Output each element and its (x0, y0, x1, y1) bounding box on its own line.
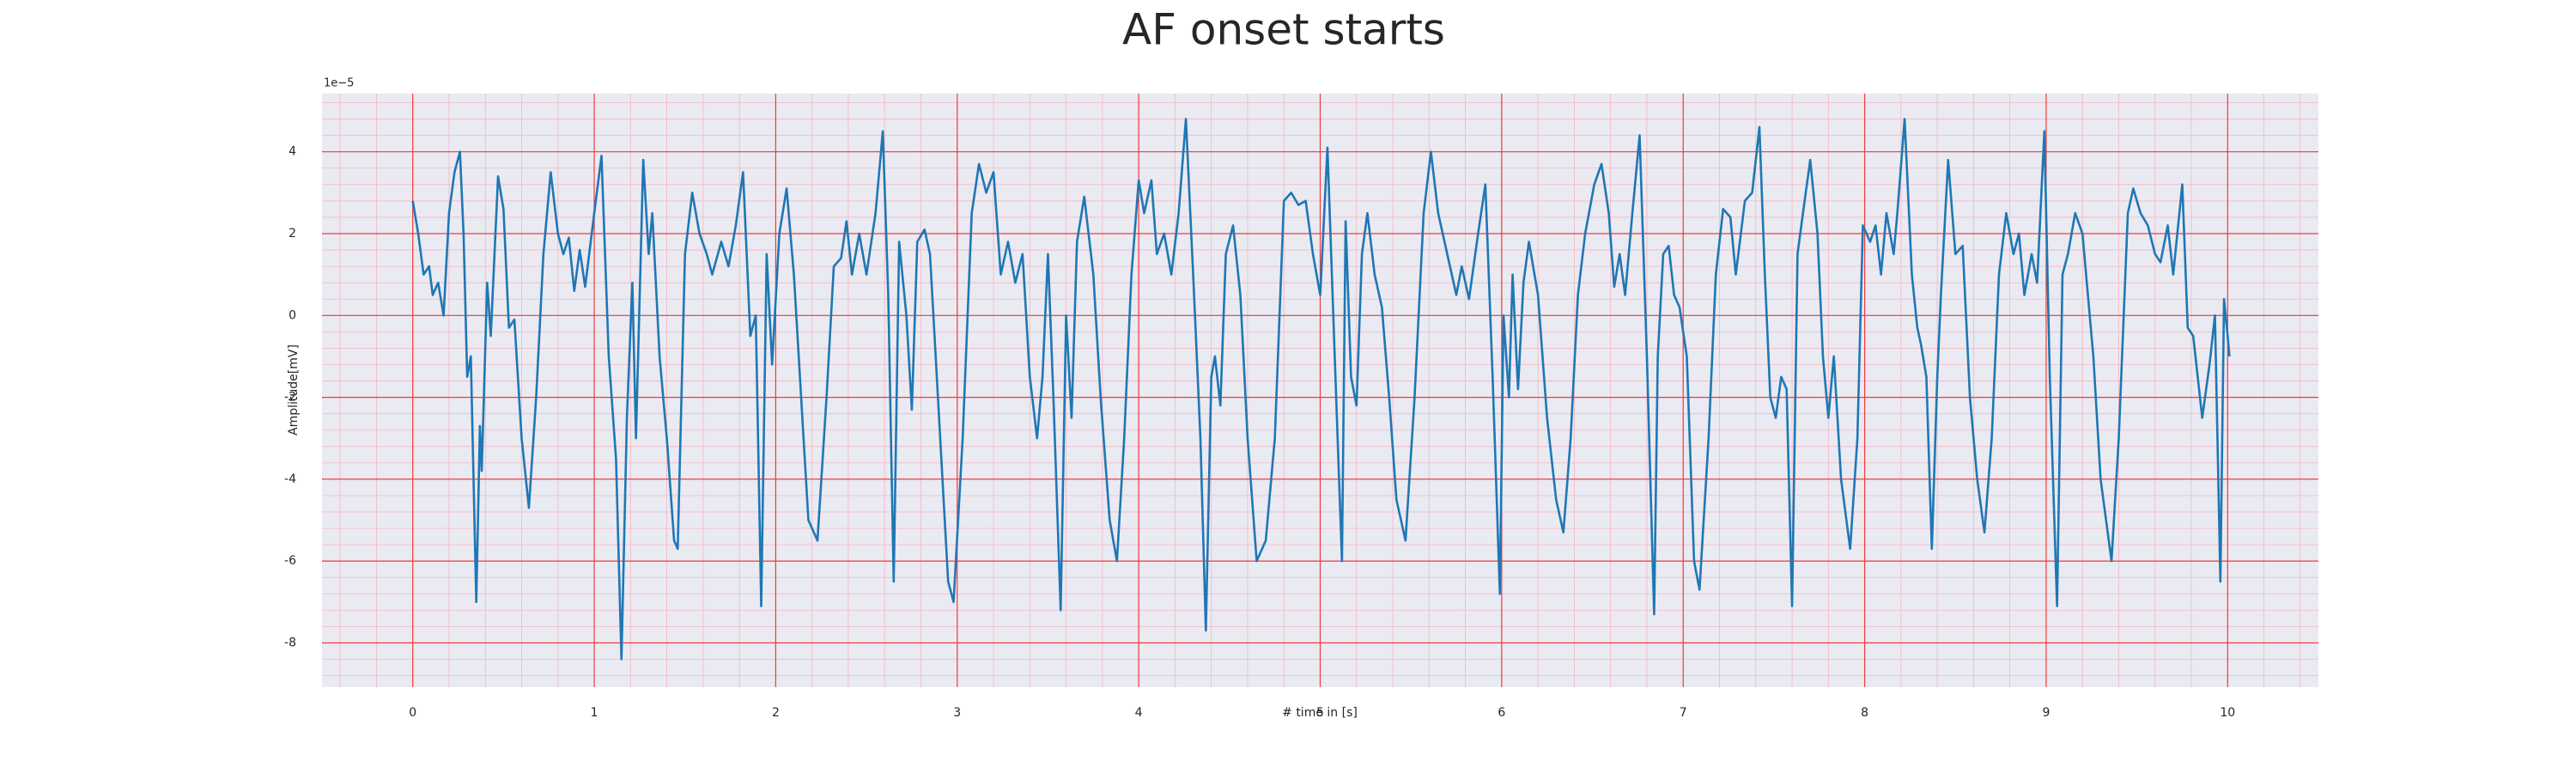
x-tick-label: 4 (1135, 706, 1143, 720)
chart-title: AF onset starts (1122, 5, 1445, 55)
x-tick-label: 7 (1680, 706, 1687, 720)
y-tick-label: -8 (284, 636, 296, 650)
y-offset-label: 1e−5 (324, 77, 354, 90)
y-axis-label: Amplitude[mV] (287, 344, 301, 435)
y-tick-label: -4 (284, 472, 296, 486)
x-tick-label: 10 (2220, 706, 2235, 720)
signal-line (411, 118, 2231, 660)
y-tick-label: 4 (289, 145, 296, 159)
x-tick-label: 1 (591, 706, 598, 720)
y-tick-label: 0 (289, 308, 296, 322)
x-axis-label: # time in [s] (1282, 706, 1358, 720)
y-tick-label: -2 (284, 391, 296, 405)
x-tick-label: 0 (409, 706, 416, 720)
y-tick-label: -6 (284, 554, 296, 568)
x-tick-label: 5 (1316, 706, 1324, 720)
x-tick-label: 2 (772, 706, 780, 720)
x-tick-label: 6 (1498, 706, 1505, 720)
x-tick-label: 8 (1861, 706, 1868, 720)
x-tick-label: 3 (953, 706, 961, 720)
x-tick-label: 9 (2042, 706, 2050, 720)
y-tick-label: 2 (289, 227, 296, 240)
